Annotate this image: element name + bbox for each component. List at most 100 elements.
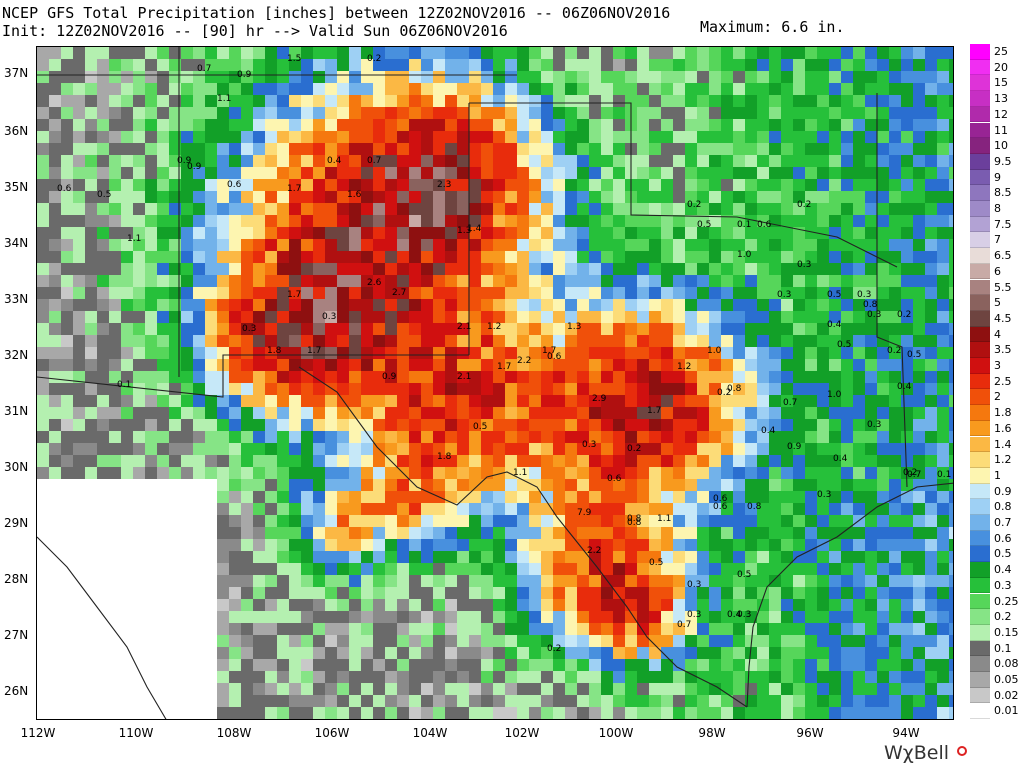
legend-label: 0.1	[994, 641, 1012, 655]
legend-entry: 0.25	[970, 593, 1022, 610]
station-value: 7.9	[577, 508, 592, 518]
legend-label: 20	[994, 60, 1008, 74]
legend-entry: 6.5	[970, 248, 1022, 264]
legend-entry: 0.2	[970, 609, 1022, 625]
legend-label: 3	[994, 359, 1001, 372]
legend-swatch	[970, 138, 990, 154]
station-value: 0.1	[117, 380, 131, 390]
legend-entry: 0.05	[970, 672, 1022, 688]
legend-swatch	[970, 232, 990, 249]
maximum-readout: Maximum: 6.6 in.	[700, 18, 845, 36]
station-value: 0.7	[367, 156, 381, 166]
legend-swatch	[970, 483, 990, 500]
station-value: 0.7	[197, 64, 211, 74]
station-value: 0.4	[897, 382, 912, 392]
station-value: 0.5	[97, 190, 111, 200]
legend-swatch	[970, 295, 990, 311]
lon-label-104w: 104W	[412, 726, 448, 740]
station-value: 0.6	[57, 184, 72, 194]
legend-swatch	[970, 452, 990, 468]
lat-label-29n: 29N	[4, 516, 29, 530]
station-value: 2.9	[592, 394, 607, 404]
station-value: 0.3	[867, 420, 881, 430]
station-value: 0.7	[677, 620, 691, 630]
station-value: 0.3	[242, 324, 256, 334]
legend-label: 11	[994, 123, 1008, 137]
legend-label: 8.5	[994, 186, 1012, 200]
legend-entry: 1.2	[970, 452, 1022, 468]
station-value: 1.7	[647, 406, 661, 416]
lon-label-102w: 102W	[504, 726, 540, 740]
station-value: 0.5	[697, 220, 711, 230]
legend-entry: 0.1	[970, 640, 1022, 657]
station-value: 1.7	[287, 184, 301, 194]
legend-entry: 20	[970, 59, 1022, 76]
station-value: 0.8	[747, 502, 762, 512]
legend-label: 1.6	[994, 421, 1012, 435]
lon-label-100w: 100W	[598, 726, 634, 740]
station-value: 0.3	[322, 312, 336, 322]
legend-entry: 2	[970, 389, 1022, 406]
legend-swatch	[970, 342, 990, 358]
station-value: 0.1	[937, 470, 951, 480]
legend-label: 0.4	[994, 563, 1012, 577]
legend-label: 9.5	[994, 154, 1012, 168]
legend-swatch	[970, 703, 990, 720]
legend-label: 0.8	[994, 500, 1012, 514]
legend-label: 1.8	[994, 406, 1012, 420]
legend-swatch	[970, 656, 990, 672]
legend-swatch	[970, 467, 990, 484]
station-value: 0.3	[797, 260, 811, 270]
legend-entry: 9.5	[970, 153, 1022, 170]
legend-entry: 0.02	[970, 687, 1022, 704]
legend-entry: 0.8	[970, 499, 1022, 515]
legend-label: 4.5	[994, 311, 1012, 325]
precipitation-field	[37, 47, 953, 719]
station-value: 0.3	[817, 490, 831, 500]
lon-label-94w: 94W	[892, 726, 920, 740]
station-value: 0.9	[187, 162, 202, 172]
station-value: 1.0	[737, 250, 752, 260]
legend-label: 6.5	[994, 249, 1012, 263]
legend-swatch	[970, 59, 990, 76]
station-value: 1.1	[657, 514, 671, 524]
station-value: 0.4	[727, 610, 742, 620]
station-value: 0.9	[787, 442, 802, 452]
station-value: 0.9	[237, 70, 252, 80]
wxbell-logo: WχBell	[884, 742, 950, 764]
legend-entry: 0.5	[970, 546, 1022, 563]
legend-label: 0.15	[994, 625, 1019, 639]
legend-label: 0.08	[994, 657, 1019, 671]
lon-label-106w: 106W	[314, 726, 350, 740]
station-value: 0.5	[907, 350, 921, 360]
legend-entry: 4.5	[970, 310, 1022, 327]
lat-label-28n: 28N	[4, 572, 29, 586]
station-value: 0.1	[737, 220, 751, 230]
legend-swatch	[970, 201, 990, 217]
legend-swatch	[970, 310, 990, 327]
legend-swatch	[970, 515, 990, 531]
station-value: 1.1	[217, 94, 231, 104]
legend-swatch	[970, 420, 990, 437]
station-value: 1.8	[437, 452, 452, 462]
lat-label-34n: 34N	[4, 236, 29, 250]
lat-label-30n: 30N	[4, 460, 29, 474]
legend-swatch	[970, 373, 990, 390]
map-title: NCEP GFS Total Precipitation [inches] be…	[2, 4, 671, 22]
legend-swatch	[970, 562, 990, 578]
station-value: 0.2	[547, 644, 561, 654]
legend-label: 1	[994, 468, 1001, 482]
legend-label: 6	[994, 264, 1001, 278]
legend-entry: 8	[970, 201, 1022, 217]
station-value: 2.1	[457, 322, 471, 332]
lon-label-108w: 108W	[216, 726, 252, 740]
legend-entry: 25	[970, 44, 1022, 60]
lon-label-98w: 98W	[698, 726, 726, 740]
station-value: 1.1	[513, 468, 527, 478]
station-value: 0.2	[627, 444, 641, 454]
station-value: 0.6	[547, 352, 562, 362]
station-value: 0.3	[582, 440, 596, 450]
station-value: 0.3	[737, 610, 751, 620]
lat-label-35n: 35N	[4, 180, 29, 194]
legend-label: 3.5	[994, 343, 1012, 357]
